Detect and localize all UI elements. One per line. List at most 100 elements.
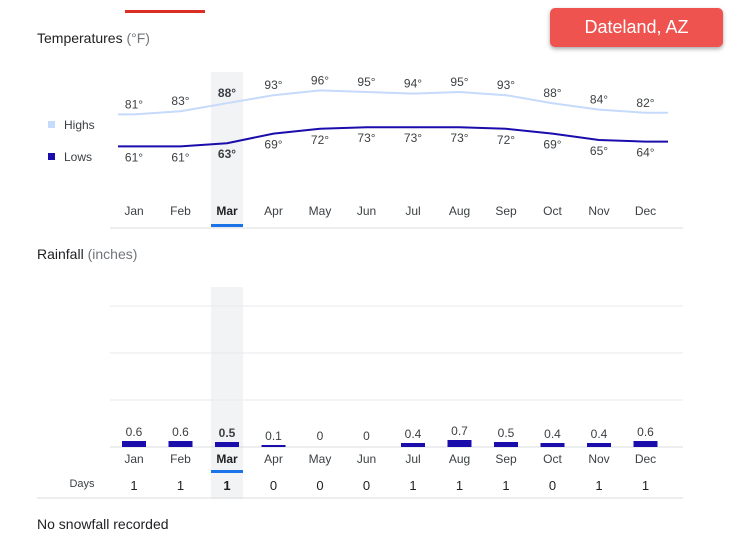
low-temp-label: 73° (404, 131, 422, 145)
top-accent-bar (125, 10, 205, 13)
rain-bar (494, 442, 518, 447)
low-temp-label: 65° (590, 144, 608, 158)
high-temp-label: 94° (404, 77, 422, 91)
month-tick-label: Jan (124, 204, 143, 218)
days-value: 1 (409, 478, 416, 493)
rain-bar (587, 443, 611, 447)
low-temp-label: 61° (125, 150, 143, 164)
month-tick-label: Oct (543, 204, 562, 218)
low-temp-label: 64° (636, 146, 654, 160)
highs-line (118, 89, 668, 116)
low-temp-label: 73° (450, 131, 468, 145)
low-temp-label: 61° (171, 150, 189, 164)
month-tick-label: Feb (170, 204, 191, 218)
low-temp-label: 63° (218, 147, 236, 161)
month-tick-label: May (309, 452, 332, 466)
high-temp-label: 96° (311, 73, 329, 87)
rain-bar (168, 441, 193, 447)
low-temp-label: 69° (264, 138, 282, 152)
rainfall-unit: (inches) (87, 246, 138, 262)
rain-value-label: 0.5 (219, 426, 236, 440)
days-value: 0 (270, 478, 277, 493)
month-tick-label: Jun (357, 204, 376, 218)
rain-value-label: 0.4 (405, 427, 422, 441)
high-temp-label: 95° (450, 75, 468, 89)
temperature-title-text: Temperatures (37, 30, 123, 46)
legend-lows-label: Lows (64, 150, 93, 164)
rain-value-label: 0.6 (172, 425, 189, 439)
legend-highs: Highs (48, 118, 95, 132)
month-tick-label: Jul (405, 204, 420, 218)
month-tick-label: Jul (405, 452, 420, 466)
rain-value-label: 0.4 (591, 427, 608, 441)
selected-month-highlight-temp (211, 72, 243, 228)
temperature-unit: (°F) (126, 30, 150, 46)
rain-bar (540, 443, 565, 447)
month-tick-label: Dec (635, 452, 656, 466)
days-value: 0 (363, 478, 370, 493)
month-tick-label: Nov (588, 452, 609, 466)
month-tick-label: Feb (170, 452, 191, 466)
high-temp-label: 93° (497, 78, 515, 92)
temperature-title: Temperatures (°F) (37, 30, 150, 46)
rain-bar (401, 443, 425, 447)
rain-bar (261, 445, 286, 447)
rain-bar (215, 442, 239, 447)
days-value: 0 (549, 478, 556, 493)
month-tick-label: Aug (449, 452, 470, 466)
high-temp-label: 88° (543, 86, 561, 100)
low-temp-label: 72° (497, 133, 515, 147)
month-tick-label: Apr (264, 452, 283, 466)
high-temp-label: 81° (125, 97, 143, 111)
rain-bar (633, 441, 658, 447)
month-tick-label: Mar (216, 204, 238, 218)
days-label: Days (69, 478, 95, 490)
rain-value-label: 0.4 (544, 427, 561, 441)
high-temp-label: 95° (357, 75, 375, 89)
high-temp-label: 83° (171, 94, 189, 108)
days-value: 1 (595, 478, 602, 493)
selected-month-highlight-rain (211, 287, 243, 499)
month-tick-label: Oct (543, 452, 562, 466)
rain-value-label: 0.1 (265, 429, 282, 443)
month-tick-label: May (309, 204, 332, 218)
rain-value-label: 0.6 (126, 425, 143, 439)
location-badge[interactable]: Dateland, AZ (550, 8, 723, 47)
days-value: 1 (642, 478, 649, 493)
high-temp-label: 84° (590, 93, 608, 107)
month-tick-label: Mar (216, 452, 238, 466)
high-temp-label: 88° (218, 86, 236, 100)
month-tick-label: Aug (449, 204, 470, 218)
selected-month-indicator (211, 224, 243, 227)
selected-month-indicator (211, 470, 243, 473)
rain-bar (122, 441, 146, 447)
rain-value-label: 0 (363, 429, 370, 443)
legend-lows: Lows (48, 150, 92, 164)
month-tick-label: Jun (357, 452, 376, 466)
low-temp-label: 72° (311, 133, 329, 147)
month-tick-label: Sep (495, 204, 517, 218)
rain-value-label: 0.6 (637, 425, 654, 439)
days-value: 1 (177, 478, 184, 493)
days-value: 1 (130, 478, 137, 493)
month-tick-label: Dec (635, 204, 656, 218)
lows-swatch (48, 153, 55, 160)
lows-line (118, 126, 668, 148)
snowfall-note: No snowfall recorded (37, 516, 169, 532)
days-value: 0 (316, 478, 323, 493)
rain-value-label: 0.7 (451, 424, 468, 438)
rainfall-title: Rainfall (inches) (37, 246, 137, 262)
low-temp-label: 69° (543, 138, 561, 152)
legend-highs-label: Highs (64, 118, 95, 132)
month-tick-label: Apr (264, 204, 283, 218)
rain-bar (447, 440, 472, 447)
rain-value-label: 0 (317, 429, 324, 443)
days-value: 1 (223, 478, 230, 493)
highs-swatch (48, 121, 55, 128)
high-temp-label: 82° (636, 96, 654, 110)
days-value: 1 (456, 478, 463, 493)
low-temp-label: 73° (357, 131, 375, 145)
days-value: 1 (502, 478, 509, 493)
month-tick-label: Nov (588, 204, 609, 218)
